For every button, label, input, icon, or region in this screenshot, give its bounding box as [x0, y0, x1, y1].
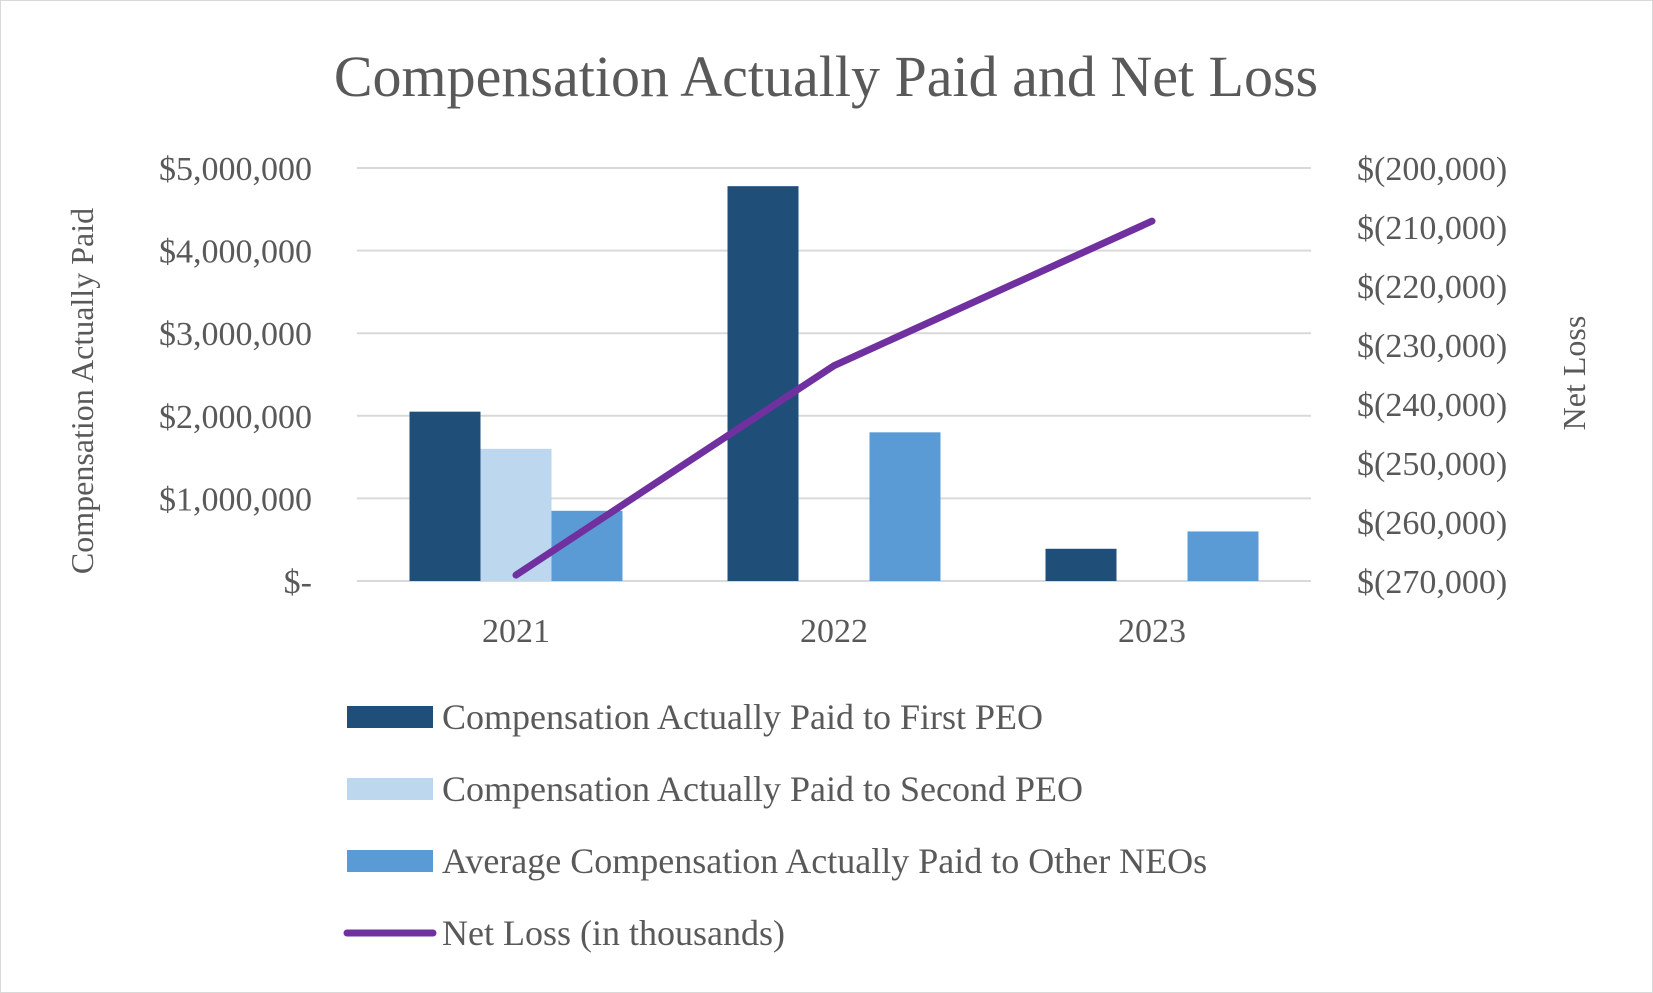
x-tick-label: 2021 — [482, 613, 550, 650]
x-axis-ticks: 2021 2022 2023 — [482, 613, 1186, 650]
left-tick-label: $- — [284, 564, 312, 601]
left-tick-label: $5,000,000 — [159, 151, 312, 188]
right-tick-label: $(250,000) — [1357, 446, 1507, 483]
right-axis-title: Net Loss — [1556, 316, 1592, 431]
bar-series-3-2023 — [1187, 531, 1259, 581]
left-tick-label: $2,000,000 — [159, 399, 312, 436]
net-loss-point-2022 — [833, 365, 835, 367]
right-tick-label: $(200,000) — [1357, 151, 1507, 188]
right-tick-label: $(260,000) — [1357, 505, 1507, 542]
legend: Compensation Actually Paid to First PEO C… — [343, 697, 1207, 953]
right-tick-label: $(270,000) — [1357, 564, 1507, 601]
legend-label-3: Average Compensation Actually Paid to Ot… — [442, 841, 1207, 881]
right-tick-label: $(230,000) — [1357, 328, 1507, 365]
left-tick-label: $4,000,000 — [159, 234, 312, 271]
bar-series-1-2021 — [409, 411, 481, 581]
legend-label-4: Net Loss (in thousands) — [442, 913, 785, 953]
right-tick-label: $(210,000) — [1357, 210, 1507, 247]
left-tick-label: $1,000,000 — [159, 481, 312, 518]
right-tick-label: $(220,000) — [1357, 269, 1507, 306]
legend-swatch-2 — [347, 778, 433, 800]
bars — [409, 186, 1259, 581]
bar-series-1-2022 — [727, 186, 799, 581]
legend-swatch-3 — [347, 850, 433, 872]
legend-swatch-1 — [347, 706, 433, 728]
left-axis-ticks: $- $1,000,000 $2,000,000 $3,000,000 $4,000,0… — [159, 151, 312, 601]
x-tick-label: 2023 — [1118, 613, 1186, 650]
legend-label-2: Compensation Actually Paid to Second PEO — [442, 769, 1083, 809]
legend-label-1: Compensation Actually Paid to First PEO — [442, 697, 1043, 737]
right-tick-label: $(240,000) — [1357, 387, 1507, 424]
chart-title: Compensation Actually Paid and Net Loss — [334, 44, 1318, 109]
x-tick-label: 2022 — [800, 613, 868, 650]
right-axis-ticks: $(270,000) $(260,000) $(250,000) $(240,000)… — [1357, 151, 1507, 601]
bar-series-3-2022 — [869, 432, 941, 581]
net-loss-point-2021 — [515, 574, 517, 576]
left-tick-label: $3,000,000 — [159, 316, 312, 353]
net-loss-point-2023 — [1151, 220, 1153, 222]
bar-series-1-2023 — [1045, 548, 1117, 581]
net-loss-line-group — [512, 217, 1156, 579]
left-axis-title: Compensation Actually Paid — [64, 208, 100, 574]
